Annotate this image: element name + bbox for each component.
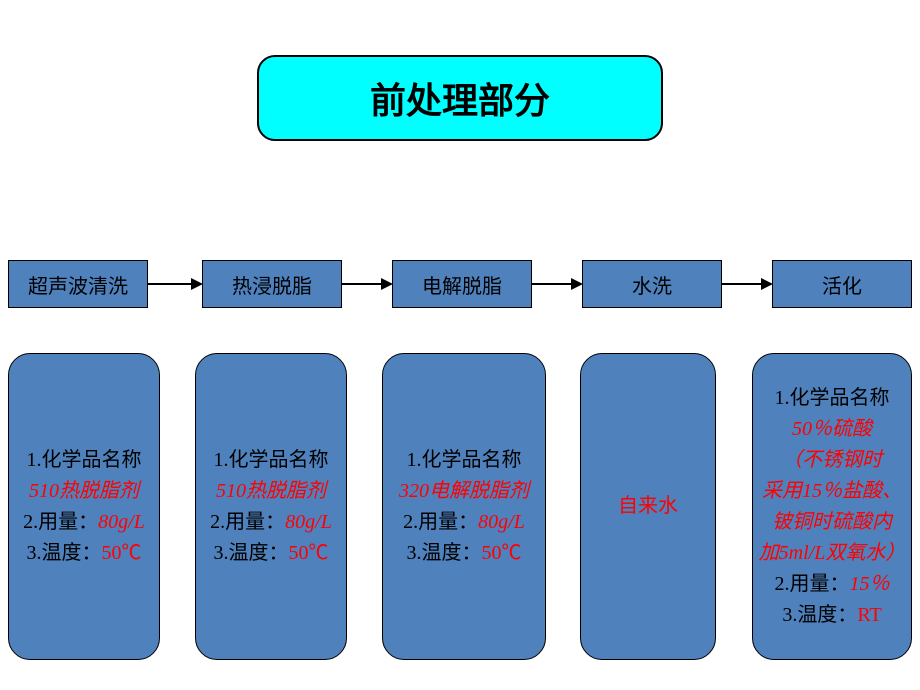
detail-line: 1.化学品名称 [214,445,329,476]
step-ultrasonic: 超声波清洗 [8,260,148,308]
detail-line: 2.用量：15％ [775,569,890,600]
detail-line: 3.温度：50℃ [214,538,329,569]
detail-line: 3.温度：RT [782,600,881,631]
title-text: 前处理部分 [370,72,550,124]
hot-dip-detail: 1.化学品名称510热脱脂剂2.用量：80g/L3.温度：50℃ [195,353,347,660]
step-label: 热浸脱脂 [232,270,312,299]
step-electrolytic: 电解脱脂 [392,260,532,308]
activation-detail: 1.化学品名称50％硫酸（不锈钢时采用15％盐酸、铍铜时硫酸内加5ml/L双氧水… [752,353,912,660]
step-hot-dip: 热浸脱脂 [202,260,342,308]
detail-line: 1.化学品名称 [27,445,142,476]
detail-line: 3.温度：50℃ [407,538,522,569]
detail-line: 50％硫酸 [792,414,872,445]
detail-line: 2.用量：80g/L [210,507,332,538]
step-label: 水洗 [632,270,672,299]
detail-line: 510热脱脂剂 [216,476,326,507]
detail-line: 铍铜时硫酸内 [772,507,892,538]
detail-line: 1.化学品名称 [407,445,522,476]
electrolytic-detail: 1.化学品名称320电解脱脂剂2.用量：80g/L3.温度：50℃ [382,353,546,660]
detail-line: 采用15％盐酸、 [762,476,902,507]
detail-line: 3.温度：50℃ [27,538,142,569]
detail-line: 2.用量：80g/L [23,507,145,538]
step-label: 电解脱脂 [422,270,502,299]
water-rinse-detail: 自来水 [580,353,716,660]
step-activation: 活化 [772,260,912,308]
step-water-rinse: 水洗 [582,260,722,308]
detail-line: 510热脱脂剂 [29,476,139,507]
step-label: 超声波清洗 [28,270,128,299]
step-label: 活化 [822,270,862,299]
detail-line: 1.化学品名称 [775,383,890,414]
detail-line: 自来水 [618,491,678,522]
ultrasonic-detail: 1.化学品名称510热脱脂剂2.用量：80g/L3.温度：50℃ [8,353,160,660]
detail-line: （不锈钢时 [782,445,882,476]
detail-line: 2.用量：80g/L [403,507,525,538]
title-box: 前处理部分 [257,55,663,141]
detail-line: 加5ml/L双氧水） [759,538,906,569]
detail-line: 320电解脱脂剂 [399,476,529,507]
